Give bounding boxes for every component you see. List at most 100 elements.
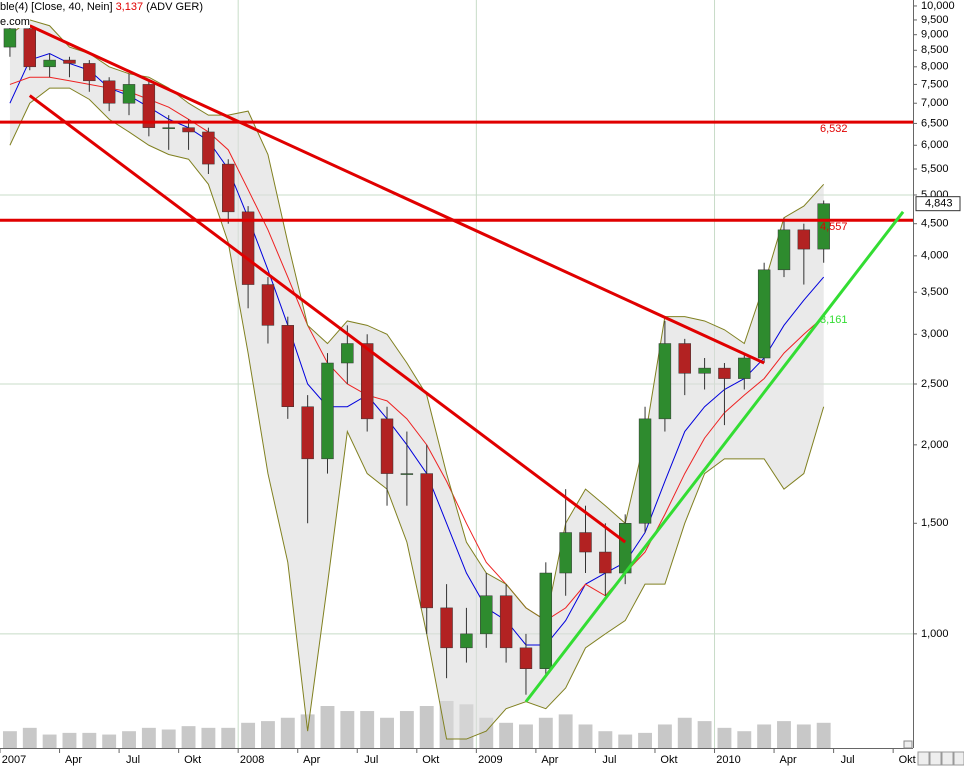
x-tick-label: Apr xyxy=(65,754,82,766)
volume-bar xyxy=(2,731,17,748)
x-tick-label: Jul xyxy=(126,754,140,766)
last-price-label: 4,843 xyxy=(925,198,953,210)
x-tick-label: Apr xyxy=(303,754,320,766)
last-price-box xyxy=(915,196,961,212)
candle-body xyxy=(499,595,513,649)
y-tick-label: 1,500 xyxy=(921,517,949,529)
trend-line xyxy=(29,24,765,365)
volume-bar xyxy=(399,711,414,748)
candle-body xyxy=(222,163,235,213)
volume-bar xyxy=(816,722,831,748)
candle-body xyxy=(301,406,314,460)
volume-bar xyxy=(380,717,394,748)
volume-bar xyxy=(141,727,156,748)
candle-body xyxy=(63,59,76,64)
candle-body xyxy=(718,367,731,379)
chart-title: ble(4) [Close, 40, Nein] 3,137 (ADV GER) xyxy=(0,1,203,13)
candle-body xyxy=(23,28,36,68)
volume-bar xyxy=(598,731,613,748)
volume-bar xyxy=(320,706,335,748)
candle-body xyxy=(480,595,493,635)
candle-body xyxy=(777,229,791,271)
scroll-button[interactable] xyxy=(941,751,954,766)
x-tick-label: Apr xyxy=(780,754,797,766)
y-tick-label: 9,500 xyxy=(921,14,949,26)
title-text: ble(4) [Close, 40, Nein] xyxy=(0,1,113,13)
y-tick-label: 7,000 xyxy=(921,97,949,109)
candle-body xyxy=(539,572,553,669)
candle-body xyxy=(43,59,56,68)
x-tick-label: Okt xyxy=(660,754,677,766)
volume-bar xyxy=(558,714,573,748)
trend-line xyxy=(28,94,627,544)
candle-body xyxy=(440,607,453,649)
y-tick-label: 9,000 xyxy=(921,29,949,41)
volume-bar xyxy=(102,734,117,748)
x-tick-label: Okt xyxy=(422,754,439,766)
candle-body xyxy=(162,127,175,129)
candle-body xyxy=(341,343,354,364)
volume-bar xyxy=(538,717,553,748)
y-tick-label: 4,000 xyxy=(921,250,949,262)
title-suffix: (ADV GER) xyxy=(146,1,203,13)
scroll-buttons[interactable] xyxy=(903,740,964,766)
source: e.com xyxy=(0,16,30,28)
scroll-button[interactable] xyxy=(929,751,942,766)
volume-bar xyxy=(181,726,196,748)
x-tick-label: Okt xyxy=(184,754,201,766)
x-tick-label: Jul xyxy=(364,754,378,766)
overlay-line xyxy=(9,19,825,622)
candle-body xyxy=(579,532,592,553)
volume-bar xyxy=(796,724,811,748)
volume-bar xyxy=(717,727,732,748)
volume-bar xyxy=(757,724,772,748)
resize-button[interactable] xyxy=(903,740,913,749)
volume-bar xyxy=(499,722,514,748)
volume-bar xyxy=(42,734,57,748)
candle-body xyxy=(797,229,811,250)
volume-bar xyxy=(260,721,275,748)
y-tick-label: 3,500 xyxy=(921,286,949,298)
candle-body xyxy=(817,203,830,250)
volume-bar xyxy=(360,711,375,748)
volume-bar xyxy=(122,731,136,748)
candle-body xyxy=(698,367,711,374)
scroll-button[interactable] xyxy=(953,751,964,766)
x-tick-label: 2009 xyxy=(478,754,502,766)
candle-body xyxy=(420,473,433,609)
volume-bar xyxy=(697,721,712,748)
y-tick-label: 4,500 xyxy=(921,218,949,230)
x-tick-label: 2010 xyxy=(716,754,740,766)
candle-body xyxy=(241,211,255,285)
volume-bar xyxy=(22,727,37,748)
y-tick-label: 7,500 xyxy=(921,78,949,90)
volume-bar xyxy=(419,706,434,748)
y-tick-label: 3,000 xyxy=(921,328,949,340)
volume-bar xyxy=(221,727,236,748)
volume-bar xyxy=(161,729,176,748)
y-tick-label: 2,000 xyxy=(921,439,949,451)
x-tick-label: Apr xyxy=(541,754,558,766)
candle-body xyxy=(380,418,394,474)
y-tick-label: 1,000 xyxy=(921,628,949,640)
x-tick-label: 2007 xyxy=(2,754,26,766)
candle-body xyxy=(738,357,751,379)
x-tick-label: Okt xyxy=(899,754,916,766)
title-bg xyxy=(0,0,222,14)
volume-bar xyxy=(777,721,791,748)
volume-bar xyxy=(280,717,295,748)
y-tick-label: 6,000 xyxy=(921,139,949,151)
volume-bar xyxy=(737,731,752,748)
volume-bar xyxy=(677,717,692,748)
volume-bar xyxy=(657,724,672,748)
candle-body xyxy=(678,343,691,374)
candle-body xyxy=(202,131,215,165)
level-label: 6,532 xyxy=(820,123,848,135)
x-tick-label: 2008 xyxy=(240,754,264,766)
volume-bar xyxy=(201,727,216,748)
y-tick-label: 6,500 xyxy=(921,117,949,129)
scroll-button[interactable] xyxy=(917,751,930,766)
y-tick-label: 8,000 xyxy=(921,61,949,73)
title-bar: ble(4) [Close, 40, Nein] 3,137 (ADV GER)… xyxy=(0,0,222,28)
